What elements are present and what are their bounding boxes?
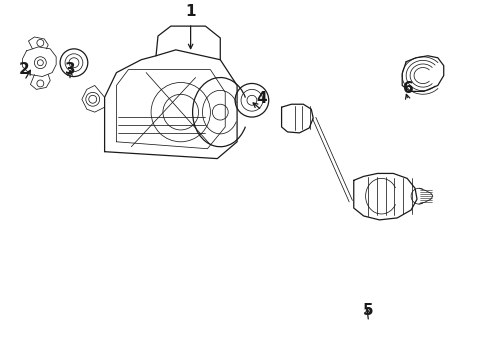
Text: 4: 4 [256, 91, 267, 106]
Text: 2: 2 [19, 62, 30, 77]
Text: 6: 6 [403, 81, 414, 96]
Text: 3: 3 [65, 62, 75, 77]
Text: 5: 5 [363, 303, 374, 318]
Text: 1: 1 [185, 4, 196, 19]
